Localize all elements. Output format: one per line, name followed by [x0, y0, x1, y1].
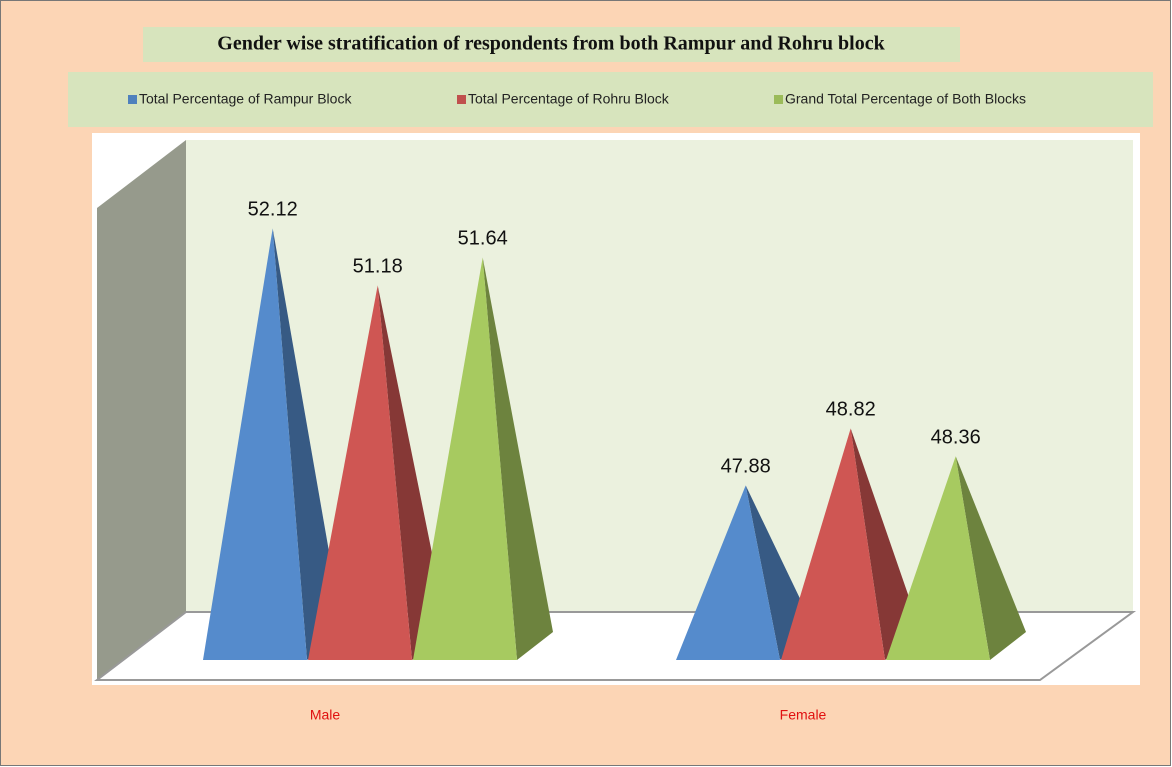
x-tick-label: Male — [310, 707, 341, 723]
legend-swatch — [457, 95, 466, 104]
pyramid-side — [482, 257, 553, 660]
pyramid-front — [413, 257, 517, 660]
data-label: 48.36 — [931, 427, 981, 449]
pyramid-front — [308, 285, 412, 660]
pyramid-front — [203, 228, 307, 660]
data-label: 51.64 — [458, 228, 508, 250]
pyramid-front — [676, 485, 780, 660]
legend-box — [68, 72, 1153, 127]
pyramid-side — [272, 228, 343, 660]
legend-label: Total Percentage of Rohru Block — [468, 91, 670, 107]
legend-swatch — [128, 95, 137, 104]
back-wall — [186, 140, 1133, 612]
pyramid-front — [886, 456, 990, 660]
x-tick-label: Female — [780, 707, 827, 723]
data-label: 47.88 — [721, 456, 771, 478]
data-label: 48.82 — [826, 399, 876, 421]
legend-label: Total Percentage of Rampur Block — [139, 91, 352, 107]
pyramid-side — [955, 456, 1026, 660]
pyramid-front — [781, 428, 885, 660]
title-box — [143, 27, 960, 62]
side-wall — [97, 140, 186, 680]
legend-label: Grand Total Percentage of Both Blocks — [785, 91, 1026, 107]
data-label: 52.12 — [248, 199, 298, 221]
chart-title: Gender wise stratification of respondent… — [217, 33, 885, 55]
pyramid-side — [850, 428, 921, 660]
legend-swatch — [774, 95, 783, 104]
data-label: 51.18 — [353, 256, 403, 278]
